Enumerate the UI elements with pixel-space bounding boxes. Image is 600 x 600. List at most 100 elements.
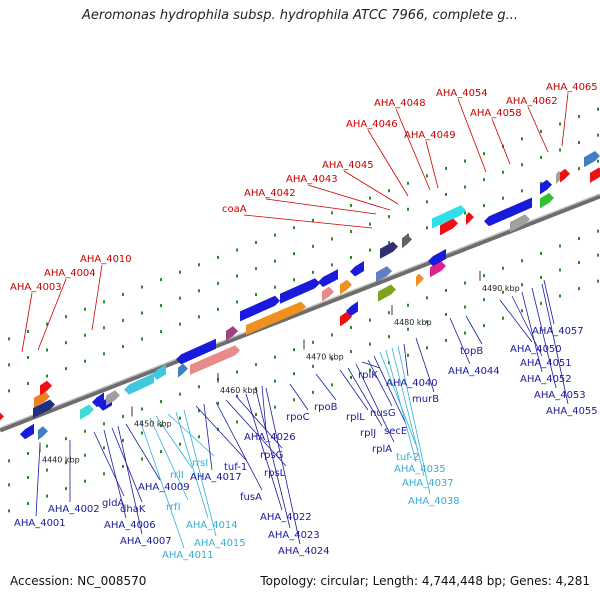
gene-arrow[interactable] <box>380 241 398 259</box>
gene-arrow[interactable] <box>484 197 532 227</box>
gene-label[interactable]: AHA_4053 <box>534 390 586 401</box>
gene-label[interactable]: rrlI <box>170 470 184 481</box>
gene-arrow[interactable] <box>466 212 474 226</box>
gene-label[interactable]: AHA_4003 <box>10 282 62 293</box>
gene-label[interactable]: AHA_4035 <box>394 464 446 475</box>
gene-label[interactable]: AHA_4010 <box>80 254 132 265</box>
gene-label[interactable]: AHA_4024 <box>278 546 330 557</box>
gene-label[interactable]: AHA_4055 <box>546 406 598 417</box>
gene-label[interactable]: rpsG <box>260 450 283 461</box>
gene-label[interactable]: AHA_4002 <box>48 504 100 515</box>
gene-label[interactable]: rrfI <box>166 502 181 513</box>
gene-label[interactable]: AHA_4051 <box>520 358 572 369</box>
gene-label[interactable]: AHA_4052 <box>520 374 572 385</box>
gene-arrow[interactable] <box>350 261 364 277</box>
gene-arrow[interactable] <box>540 192 554 209</box>
gene-label[interactable]: AHA_4022 <box>260 512 312 523</box>
gene-label[interactable]: AHA_4011 <box>162 550 214 561</box>
gene-arrow[interactable] <box>340 311 352 327</box>
gene-label[interactable]: rpoB <box>314 402 338 413</box>
gene-label[interactable]: murB <box>412 394 439 405</box>
gene-label[interactable]: rplJ <box>360 428 376 439</box>
gene-label[interactable]: AHA_4040 <box>386 378 438 389</box>
gene-arrow[interactable] <box>376 266 392 283</box>
gene-label[interactable]: AHA_4037 <box>402 478 454 489</box>
gene-label[interactable]: AHA_4049 <box>404 130 456 141</box>
gene-label[interactable]: dhaK <box>120 504 146 515</box>
gene-label[interactable]: AHA_4038 <box>408 496 460 507</box>
gene-label[interactable]: AHA_4043 <box>286 174 338 185</box>
gene-label[interactable]: AHA_4062 <box>506 96 558 107</box>
gene-arrow[interactable] <box>152 364 166 380</box>
gene-arrow[interactable] <box>428 249 446 267</box>
gene-label[interactable]: AHA_4015 <box>194 538 246 549</box>
gene-arrow[interactable] <box>590 167 600 183</box>
gene-label[interactable]: AHA_4042 <box>244 188 296 199</box>
gene-label[interactable]: rplA <box>372 444 392 455</box>
gene-label[interactable]: AHA_4058 <box>470 108 522 119</box>
gene-label[interactable]: AHA_4026 <box>244 432 296 443</box>
gene-arrow[interactable] <box>176 338 216 365</box>
gene-label[interactable]: AHA_4009 <box>138 482 190 493</box>
gene-arrow[interactable] <box>20 423 34 440</box>
gene-label[interactable]: AHA_4045 <box>322 160 374 171</box>
gene-label[interactable]: AHA_4054 <box>436 88 488 99</box>
gene-arrow[interactable] <box>280 278 320 304</box>
gene-arrow[interactable] <box>246 301 306 336</box>
gene-arrow[interactable] <box>440 218 458 236</box>
gene-arrow[interactable] <box>80 404 94 420</box>
gene-arrow[interactable] <box>378 284 396 302</box>
gene-label[interactable]: AHA_4044 <box>448 366 500 377</box>
gene-label[interactable]: AHA_4017 <box>190 472 242 483</box>
gene-label[interactable]: nusG <box>370 408 396 419</box>
gene-label[interactable]: tuf-1 <box>224 462 247 473</box>
gene-arrow[interactable] <box>34 391 50 408</box>
gene-label[interactable]: AHA_4065 <box>546 82 598 93</box>
gene-arrow[interactable] <box>190 345 240 375</box>
gene-arrow[interactable] <box>432 205 466 229</box>
gene-arrow[interactable] <box>0 411 4 426</box>
gene-arrow[interactable] <box>40 380 52 396</box>
gene-label[interactable]: AHA_4048 <box>374 98 426 109</box>
gene-arrow[interactable] <box>402 234 412 249</box>
gene-label[interactable]: rrsI <box>192 458 208 469</box>
gene-arrow[interactable] <box>124 372 154 395</box>
gene-arrow[interactable] <box>340 279 352 295</box>
gene-label[interactable]: AHA_4046 <box>346 119 398 130</box>
gene-label[interactable]: rplL <box>346 412 365 423</box>
gene-arrow[interactable] <box>560 168 570 183</box>
gene-arrow[interactable] <box>92 392 104 408</box>
gene-label[interactable]: AHA_4014 <box>186 520 238 531</box>
gene-label[interactable]: topB <box>460 346 483 357</box>
gene-arrow[interactable] <box>106 390 120 406</box>
gene-label[interactable]: gldA <box>102 498 124 509</box>
gene-arrow[interactable] <box>38 426 48 441</box>
leader-line <box>315 373 337 401</box>
gene-label[interactable]: fusA <box>240 492 262 503</box>
gene-label[interactable]: rpsL <box>264 468 286 479</box>
gene-label[interactable]: secE <box>384 426 407 437</box>
gene-arrow[interactable] <box>33 399 55 419</box>
gene-label[interactable]: AHA_4057 <box>532 326 584 337</box>
gene-arrow[interactable] <box>318 269 338 287</box>
gene-arrow[interactable] <box>178 363 188 378</box>
gene-label[interactable]: tuf-2 <box>396 452 419 463</box>
gene-arrow[interactable] <box>510 214 530 233</box>
gene-label[interactable]: AHA_4001 <box>14 518 66 529</box>
gene-label[interactable]: rpoC <box>286 412 310 423</box>
gene-arrow[interactable] <box>240 295 280 322</box>
gene-label[interactable]: rplK <box>358 370 378 381</box>
gene-label[interactable]: AHA_4006 <box>104 520 156 531</box>
gene-label[interactable]: AHA_4004 <box>44 268 96 279</box>
gene-arrow[interactable] <box>584 151 600 168</box>
gene-arrow[interactable] <box>322 286 334 302</box>
gene-label[interactable]: coaA <box>222 204 247 215</box>
gene-arrow[interactable] <box>416 273 424 287</box>
gene-label[interactable]: AHA_4050 <box>510 344 562 355</box>
gene-arrow[interactable] <box>346 301 358 317</box>
gene-arrow[interactable] <box>540 179 552 195</box>
gene-arrow[interactable] <box>226 326 238 341</box>
gene-label[interactable]: AHA_4023 <box>268 530 320 541</box>
gene-label[interactable]: AHA_4007 <box>120 536 172 547</box>
